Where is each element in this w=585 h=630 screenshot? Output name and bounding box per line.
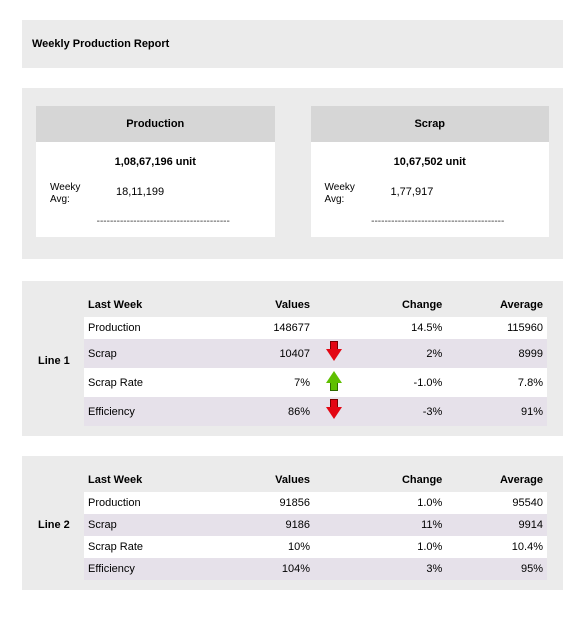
production-divider: ---------------------------------------- (46, 216, 265, 227)
table-row: Production148677 14.5%115960 (84, 317, 547, 339)
col-values: Values (199, 470, 314, 492)
production-card-header: Production (36, 106, 275, 142)
col-average: Average (446, 295, 547, 317)
scrap-card: Scrap 10,67,502 unit Weeky Avg: 1,77,917… (311, 106, 550, 237)
metric-icon (314, 514, 354, 536)
metric-value: 9186 (199, 514, 314, 536)
scrap-card-body: 10,67,502 unit Weeky Avg: 1,77,917 -----… (311, 142, 550, 237)
metric-value: 7% (199, 368, 314, 397)
line-block: Line 1Last WeekValuesChangeAverageProduc… (22, 281, 563, 436)
line-table: Last WeekValuesChangeAverageProduction14… (84, 295, 547, 426)
metric-change: 11% (354, 514, 446, 536)
production-total: 1,08,67,196 unit (46, 156, 265, 168)
metric-average: 7.8% (446, 368, 547, 397)
metric-average: 9914 (446, 514, 547, 536)
line-label: Line 2 (38, 519, 76, 531)
col-lastweek: Last Week (84, 470, 199, 492)
metrics-table: Last WeekValuesChangeAverageProduction14… (84, 295, 547, 426)
metric-name: Scrap (84, 339, 199, 368)
col-lastweek: Last Week (84, 295, 199, 317)
production-card: Production 1,08,67,196 unit Weeky Avg: 1… (36, 106, 275, 237)
metric-value: 10% (199, 536, 314, 558)
scrap-avg-row: Weeky Avg: 1,77,917 (321, 182, 540, 206)
lines-container: Line 1Last WeekValuesChangeAverageProduc… (28, 281, 557, 590)
arrow-up-icon (324, 370, 344, 392)
metric-average: 8999 (446, 339, 547, 368)
line-block: Line 2Last WeekValuesChangeAverageProduc… (22, 456, 563, 590)
line-table: Last WeekValuesChangeAverageProduction91… (84, 470, 547, 580)
arrow-down-icon (324, 341, 344, 363)
metric-average: 91% (446, 397, 547, 426)
metric-name: Production (84, 317, 199, 339)
metric-icon (314, 397, 354, 426)
production-card-body: 1,08,67,196 unit Weeky Avg: 18,11,199 --… (36, 142, 275, 237)
col-average: Average (446, 470, 547, 492)
col-icon (314, 470, 354, 492)
report-page: Weekly Production Report Production 1,08… (0, 0, 585, 630)
metric-icon (314, 317, 354, 339)
metric-change: 14.5% (354, 317, 446, 339)
scrap-avg-label: Weeky Avg: (325, 182, 367, 206)
table-header-row: Last WeekValues ChangeAverage (84, 470, 547, 492)
metric-name: Efficiency (84, 397, 199, 426)
metric-change: 2% (354, 339, 446, 368)
scrap-avg-value: 1,77,917 (391, 182, 434, 198)
table-row: Scrap10407 2%8999 (84, 339, 547, 368)
title-bar: Weekly Production Report (22, 20, 563, 68)
metric-icon (314, 558, 354, 580)
metric-change: -1.0% (354, 368, 446, 397)
summary-cards: Production 1,08,67,196 unit Weeky Avg: 1… (22, 88, 563, 259)
metric-average: 95% (446, 558, 547, 580)
production-avg-value: 18,11,199 (116, 182, 164, 198)
metric-value: 148677 (199, 317, 314, 339)
scrap-total: 10,67,502 unit (321, 156, 540, 168)
metric-name: Scrap (84, 514, 199, 536)
metric-average: 10.4% (446, 536, 547, 558)
report-title: Weekly Production Report (32, 38, 553, 50)
metric-change: 3% (354, 558, 446, 580)
col-values: Values (199, 295, 314, 317)
production-avg-label: Weeky Avg: (50, 182, 92, 206)
metric-value: 104% (199, 558, 314, 580)
metric-icon (314, 339, 354, 368)
production-avg-row: Weeky Avg: 18,11,199 (46, 182, 265, 206)
metric-average: 115960 (446, 317, 547, 339)
table-row: Scrap Rate7% -1.0%7.8% (84, 368, 547, 397)
metric-icon (314, 492, 354, 514)
metric-name: Scrap Rate (84, 536, 199, 558)
metric-icon (314, 368, 354, 397)
table-row: Efficiency104% 3%95% (84, 558, 547, 580)
col-icon (314, 295, 354, 317)
metric-change: 1.0% (354, 492, 446, 514)
metric-change: -3% (354, 397, 446, 426)
arrow-down-icon (324, 399, 344, 421)
metric-icon (314, 536, 354, 558)
metric-value: 91856 (199, 492, 314, 514)
metric-change: 1.0% (354, 536, 446, 558)
metric-value: 10407 (199, 339, 314, 368)
scrap-card-header: Scrap (311, 106, 550, 142)
table-row: Scrap Rate10% 1.0%10.4% (84, 536, 547, 558)
scrap-divider: ---------------------------------------- (321, 216, 540, 227)
metrics-table: Last WeekValuesChangeAverageProduction91… (84, 470, 547, 580)
table-row: Production91856 1.0%95540 (84, 492, 547, 514)
table-header-row: Last WeekValues ChangeAverage (84, 295, 547, 317)
metric-name: Efficiency (84, 558, 199, 580)
col-change: Change (354, 470, 446, 492)
metric-average: 95540 (446, 492, 547, 514)
line-label: Line 1 (38, 355, 76, 367)
metric-name: Scrap Rate (84, 368, 199, 397)
table-row: Scrap9186 11%9914 (84, 514, 547, 536)
table-row: Efficiency86% -3%91% (84, 397, 547, 426)
metric-value: 86% (199, 397, 314, 426)
metric-name: Production (84, 492, 199, 514)
col-change: Change (354, 295, 446, 317)
